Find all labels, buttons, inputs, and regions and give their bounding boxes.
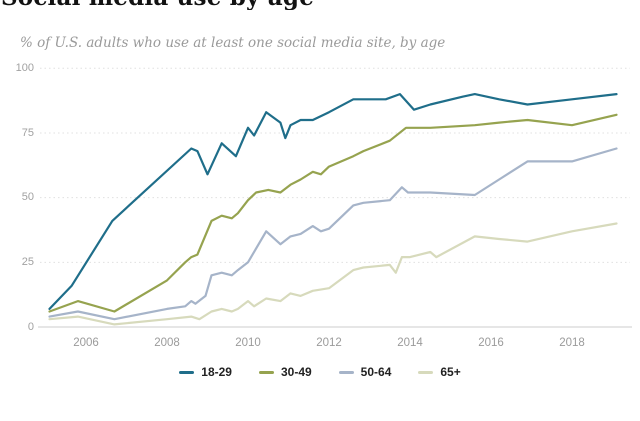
legend-label-65plus: 65+: [440, 365, 461, 379]
chart-legend: 18-29 30-49 50-64 65+: [0, 363, 640, 381]
x-tick-2008: 2008: [154, 337, 180, 349]
legend-swatch-50-64: [338, 370, 354, 374]
y-tick-50: 50: [21, 191, 34, 203]
legend-swatch-30-49: [258, 370, 274, 374]
chart-plot-area: [38, 67, 632, 328]
chart-subtitle: % of U.S. adults who use at least one so…: [20, 35, 446, 51]
y-tick-25: 25: [21, 256, 34, 268]
series-line-65+: [48, 222, 618, 326]
y-tick-75: 75: [21, 127, 34, 139]
x-tick-2016: 2016: [478, 337, 504, 349]
legend-swatch-65plus: [418, 370, 434, 374]
legend-item-18-29: 18-29: [179, 365, 232, 379]
x-tick-2010: 2010: [235, 337, 261, 349]
series-line-30-49: [48, 113, 618, 313]
x-tick-2012: 2012: [316, 337, 342, 349]
legend-swatch-18-29: [179, 370, 195, 374]
legend-label-30-49: 30-49: [280, 365, 312, 379]
legend-item-65plus: 65+: [418, 365, 461, 379]
legend-label-50-64: 50-64: [360, 365, 392, 379]
y-tick-0: 0: [27, 321, 34, 333]
series-line-18-29: [48, 92, 618, 310]
page-title: Social media use by age: [1, 0, 640, 10]
x-tick-2006: 2006: [73, 337, 99, 349]
legend-item-30-49: 30-49: [258, 365, 312, 379]
series-line-50-64: [48, 147, 618, 321]
legend-label-18-29: 18-29: [201, 365, 232, 379]
y-tick-100: 100: [15, 62, 34, 74]
x-tick-2018: 2018: [559, 337, 585, 349]
x-tick-2014: 2014: [397, 337, 423, 349]
legend-item-50-64: 50-64: [338, 365, 392, 379]
page-title-clipped: Social media use by age: [0, 0, 640, 10]
